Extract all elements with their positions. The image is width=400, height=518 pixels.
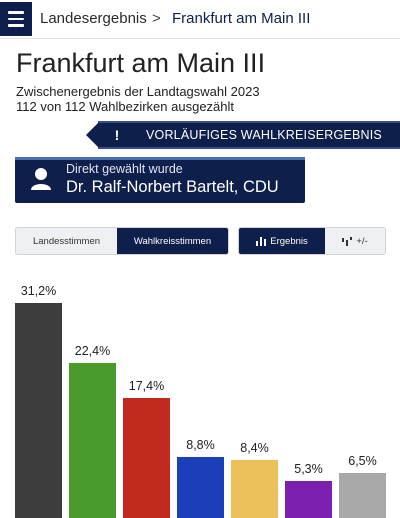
result-bar[interactable] — [231, 460, 278, 518]
tab-ergebnis[interactable]: Ergebnis — [239, 228, 325, 254]
tab-ergebnis-label: Ergebnis — [270, 235, 308, 247]
breadcrumb-parent-link[interactable]: Landesergebnis — [40, 10, 147, 27]
bar-value-label: 31,2% — [20, 284, 57, 298]
result-bar[interactable] — [69, 363, 116, 518]
result-bar[interactable] — [177, 457, 224, 518]
bar-value-label: 8,4% — [240, 441, 269, 455]
bar-value-label: 22,4% — [74, 344, 111, 358]
hamburger-menu-icon[interactable] — [0, 2, 32, 36]
tab-plus-minus-label: +/- — [356, 235, 368, 247]
breadcrumb-current: Frankfurt am Main III — [172, 10, 311, 27]
view-toggle: Ergebnis +/- — [238, 227, 386, 255]
vote-type-toggle: Landesstimmen Wahlkreisstimmen — [15, 227, 229, 255]
chevron-right-icon: > — [152, 10, 161, 27]
counting-progress: 112 von 112 Wahlbezirken ausgezählt — [16, 99, 235, 114]
exclamation-icon: ! — [114, 127, 120, 143]
bar-value-label: 5,3% — [294, 462, 323, 476]
tab-plus-minus[interactable]: +/- — [325, 228, 385, 254]
person-icon — [31, 168, 51, 190]
page-title: Frankfurt am Main III — [16, 48, 266, 78]
tab-wahlkreisstimmen[interactable]: Wahlkreisstimmen — [117, 228, 228, 254]
top-navigation-bar: Landesergebnis > Frankfurt am Main III — [0, 0, 400, 39]
preliminary-result-banner — [98, 121, 400, 149]
preliminary-result-text: VORLÄUFIGES WAHLKREISERGEBNIS — [146, 128, 382, 142]
direct-mandate-label: Direkt gewählt wurde — [66, 162, 183, 176]
bar-chart-icon — [256, 236, 267, 246]
direct-mandate-winner: Dr. Ralf-Norbert Bartelt, CDU — [66, 178, 279, 196]
bar-value-label: 8,8% — [186, 438, 215, 452]
result-bar[interactable] — [123, 398, 170, 518]
result-bar[interactable] — [15, 303, 62, 518]
notice-banner-tip — [86, 121, 100, 149]
page-subtitle: Zwischenergebnis der Landtagswahl 2023 — [16, 84, 260, 99]
direct-mandate-box — [15, 157, 305, 203]
bar-value-label: 17,4% — [128, 379, 165, 393]
result-bar[interactable] — [285, 481, 332, 518]
gain-loss-icon — [342, 236, 353, 246]
direct-mandate-accent — [15, 157, 305, 160]
result-bar[interactable] — [339, 473, 386, 518]
tab-landesstimmen[interactable]: Landesstimmen — [16, 228, 117, 254]
bar-value-label: 6,5% — [348, 454, 377, 468]
